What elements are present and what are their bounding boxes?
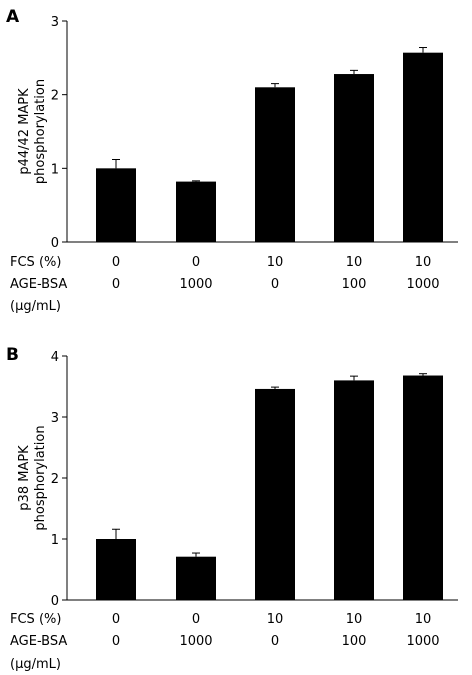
condition-row-label: AGE-BSA <box>10 634 67 649</box>
condition-row-label: FCS (%) <box>10 255 61 270</box>
condition-row-label: AGE-BSA <box>10 277 67 292</box>
condition-value: 10 <box>267 255 284 270</box>
condition-value: 0 <box>271 634 279 649</box>
y-tick-label: 2 <box>51 472 59 487</box>
condition-value: 100 <box>342 634 367 649</box>
bar <box>255 388 295 600</box>
condition-value: 1000 <box>406 634 439 649</box>
condition-row-label: FCS (%) <box>10 612 61 627</box>
condition-value: 0 <box>112 612 120 627</box>
y-tick-label: 2 <box>51 89 59 104</box>
y-tick-label: 3 <box>51 15 59 30</box>
condition-value: 10 <box>346 255 363 270</box>
y-tick-label: 4 <box>51 350 59 365</box>
bar <box>96 168 136 242</box>
y-tick-label: 3 <box>51 411 59 426</box>
condition-value: 1000 <box>179 277 212 292</box>
condition-value: 0 <box>271 277 279 292</box>
y-axis-label-line: p44/42 MAPK <box>17 88 32 175</box>
bar <box>96 539 136 600</box>
bar <box>176 181 216 242</box>
bar <box>255 87 295 242</box>
panel-label: B <box>6 345 19 365</box>
condition-value: 1000 <box>406 277 439 292</box>
condition-value: 0 <box>192 612 200 627</box>
condition-value: 10 <box>415 612 432 627</box>
y-tick-label: 0 <box>51 236 59 251</box>
y-axis-label-line: p38 MAPK <box>17 445 32 511</box>
bar <box>403 52 443 242</box>
panel-label: A <box>6 7 20 27</box>
bar <box>403 375 443 600</box>
y-tick-label: 0 <box>51 594 59 609</box>
condition-value: 0 <box>112 277 120 292</box>
y-axis-label: p44/42 MAPKphosphorylation <box>17 79 48 184</box>
y-tick-label: 1 <box>51 162 59 177</box>
condition-value: 10 <box>415 255 432 270</box>
y-axis-label: p38 MAPKphosphorylation <box>17 425 48 530</box>
condition-value: 0 <box>192 255 200 270</box>
condition-value: 10 <box>346 612 363 627</box>
bar <box>176 556 216 600</box>
condition-row-label: (μg/mL) <box>10 299 61 314</box>
condition-value: 0 <box>112 255 120 270</box>
bar <box>334 74 374 242</box>
condition-row-label: (μg/mL) <box>10 657 61 672</box>
y-axis-label-line: phosphorylation <box>33 425 48 530</box>
bar <box>334 380 374 600</box>
condition-value: 0 <box>112 634 120 649</box>
condition-value: 1000 <box>179 634 212 649</box>
condition-value: 10 <box>267 612 284 627</box>
y-axis-label-line: phosphorylation <box>33 79 48 184</box>
y-tick-label: 1 <box>51 533 59 548</box>
condition-value: 100 <box>342 277 367 292</box>
